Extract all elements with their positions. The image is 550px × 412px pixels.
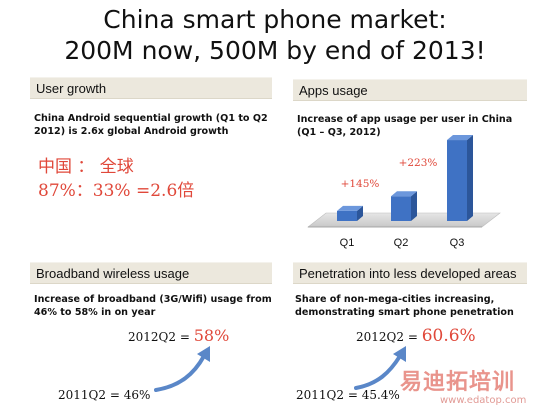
apps-usage-description: Increase of app usage per user in China … (297, 114, 513, 138)
penetration-arrow-icon (354, 346, 406, 390)
penetration-2012-label: 2012Q2 = (356, 330, 422, 344)
broadband-2011-value: 2011Q2 = 46% (58, 388, 151, 402)
x-tick-q2: Q2 (394, 237, 409, 249)
penetration-header: Penetration into less developed areas (293, 262, 527, 284)
bar-q2 (391, 191, 417, 221)
broadband-2012-value: 58% (193, 326, 230, 345)
title-line-2: 200M now, 500M by end of 2013! (64, 36, 486, 65)
watermark-url: www.edatop.com (440, 395, 527, 406)
penetration-2012-value: 60.6% (421, 326, 476, 346)
growth-annotation-1: +145% (341, 178, 380, 190)
broadband-header: Broadband wireless usage (30, 262, 272, 284)
bar-q3 (447, 135, 473, 221)
penetration-description: Share of non-mega-cities increasing, dem… (295, 294, 514, 318)
apps-usage-chart: +145% +223% Q1 Q2 Q3 (307, 135, 501, 249)
broadband-2012-line: 2012Q2 = 58% (128, 326, 229, 345)
watermark-text: 易迪拓培训 (400, 370, 516, 395)
user-growth-ratio-labels: 中国 ： 全球 (38, 157, 134, 177)
x-tick-q3: Q3 (450, 237, 465, 249)
broadband-2012-label: 2012Q2 = (128, 330, 194, 344)
apps-usage-header: Apps usage (293, 79, 527, 101)
title-line-1: China smart phone market: (103, 5, 447, 34)
user-growth-ratio-values: 87%：33% =2.6倍 (38, 181, 195, 201)
user-growth-description: China Android sequential growth (Q1 to Q… (34, 113, 268, 137)
broadband-description: Increase of broadband (3G/Wifi) usage fr… (34, 294, 272, 318)
bar-q1 (337, 205, 363, 221)
x-tick-q1: Q1 (340, 237, 355, 249)
penetration-2011-value: 2011Q2 = 45.4% (296, 388, 400, 402)
slide-title: China smart phone market: 200M now, 500M… (0, 4, 550, 66)
broadband-arrow-icon (154, 346, 210, 392)
penetration-2012-line: 2012Q2 = 60.6% (356, 326, 476, 346)
growth-annotation-2: +223% (399, 157, 438, 169)
user-growth-header: User growth (30, 77, 272, 99)
